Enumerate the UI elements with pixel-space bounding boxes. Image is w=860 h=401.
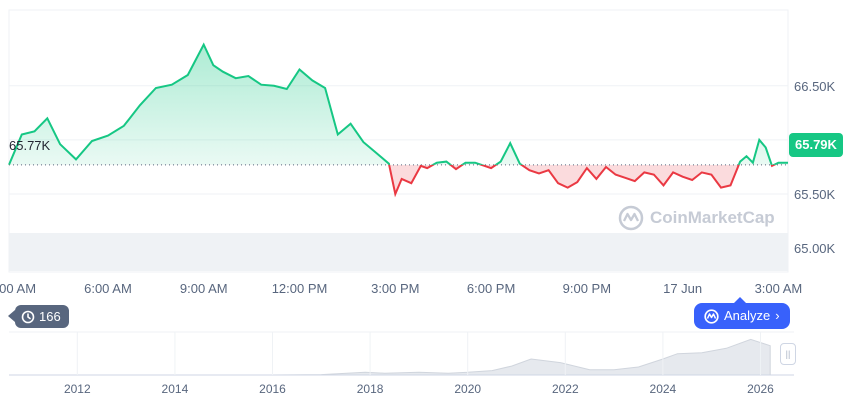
x-tick-label: 17 Jun (663, 281, 702, 296)
price-line-up (8, 42, 788, 165)
history-axis: 2012 2014 2016 2018 2020 2022 2024 2026 (64, 382, 774, 396)
chevron-right-icon: › (775, 308, 780, 323)
area-below-baseline (389, 164, 775, 194)
analyze-label: Analyze (724, 308, 771, 323)
x-tick-label: 3:00 PM (371, 281, 419, 296)
range-handle[interactable]: || (780, 343, 796, 365)
history-icon (21, 310, 35, 323)
coinmarketcap-logo-icon (618, 205, 644, 231)
history-tick-label: 2022 (552, 382, 579, 396)
badge-count: 166 (39, 309, 61, 324)
plot-frame (8, 9, 789, 273)
history-tick-label: 2012 (64, 382, 91, 396)
analyze-logo-icon (704, 308, 719, 324)
watermark-text: CoinMarketCap (650, 208, 775, 227)
news-count-badge[interactable]: 166 (8, 305, 69, 328)
x-tick-label: 9:00 PM (563, 281, 611, 296)
history-tick-label: 2018 (357, 382, 384, 396)
start-price-label: 65.77K (9, 138, 51, 153)
x-tick-label: 3:00 AM (0, 281, 36, 296)
history-area (9, 338, 771, 376)
watermark: CoinMarketCap (618, 205, 775, 231)
history-tick-label: 2020 (454, 382, 481, 396)
price-line-down (9, 164, 777, 198)
x-axis: 3:00 AM 6:00 AM 9:00 AM 12:00 PM 3:00 PM 6:00… (0, 281, 802, 296)
x-tick-label: 3:00 AM (755, 281, 803, 296)
history-tick-label: 2024 (650, 382, 677, 396)
x-tick-label: 12:00 PM (272, 281, 328, 296)
history-grid (9, 331, 794, 376)
y-tick-label: 66.50K (794, 79, 836, 94)
x-tick-label: 6:00 PM (467, 281, 515, 296)
volume-area (9, 233, 788, 271)
current-price-tag: 65.79K (789, 133, 843, 157)
history-tick-label: 2026 (747, 382, 774, 396)
y-tick-label: 65.00K (794, 241, 836, 256)
history-tick-label: 2014 (162, 382, 189, 396)
history-tick-label: 2016 (259, 382, 286, 396)
y-tick-label: 65.50K (794, 187, 836, 202)
x-tick-label: 9:00 AM (180, 281, 228, 296)
analyze-button[interactable]: Analyze › (694, 297, 790, 329)
x-tick-label: 6:00 AM (84, 281, 132, 296)
area-above-baseline (9, 44, 788, 165)
